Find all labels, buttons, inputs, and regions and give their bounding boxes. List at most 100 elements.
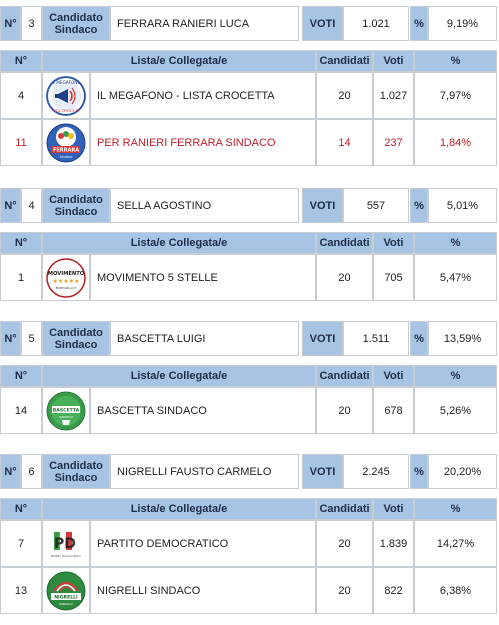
list-candidati: 14 bbox=[316, 119, 373, 166]
candidate-pct: 9,19% bbox=[428, 6, 497, 41]
candidate-pct: 5,01% bbox=[428, 188, 497, 223]
list-logo-cell: IL MEGAFONO LISTA CROCETTA bbox=[42, 72, 90, 119]
list-header-candidati: Candidati bbox=[316, 498, 373, 520]
list-header-num: N° bbox=[0, 50, 42, 72]
list-header-num: N° bbox=[0, 365, 42, 387]
list-name: NIGRELLI SINDACO bbox=[90, 567, 316, 614]
list-name: BASCETTA SINDACO bbox=[90, 387, 316, 434]
list-header-candidati: Candidati bbox=[316, 365, 373, 387]
list-pct: 7,97% bbox=[414, 72, 497, 119]
m5s-stars-icon: ★★★★★ bbox=[53, 278, 80, 285]
candidato-label-line2: Sindaco bbox=[54, 471, 98, 484]
candidato-label-line2: Sindaco bbox=[54, 205, 98, 218]
list-pct: 1,84% bbox=[414, 119, 497, 166]
ferrara-logo-sub: Sindaco bbox=[60, 155, 73, 159]
candidate-name: SELLA AGOSTINO bbox=[110, 188, 299, 223]
list-voti: 237 bbox=[373, 119, 414, 166]
list-header-voti: Voti bbox=[373, 365, 414, 387]
candidato-label-line2: Sindaco bbox=[54, 23, 98, 36]
num-header: N° bbox=[0, 454, 21, 489]
list-number: 7 bbox=[0, 520, 42, 567]
candidate-name: BASCETTA LUIGI bbox=[110, 321, 299, 356]
list-pct: 14,27% bbox=[414, 520, 497, 567]
list-logo-cell: BASCETTA SINDACO bbox=[42, 387, 90, 434]
m5s-logo-text: MOVIMENTO bbox=[48, 271, 85, 277]
list-header-voti: Voti bbox=[373, 232, 414, 254]
list-header-voti: Voti bbox=[373, 50, 414, 72]
candidato-label-line1: Candidato bbox=[49, 326, 103, 339]
nigrelli-logo-text: NIGRELLI bbox=[54, 594, 78, 600]
num-header: N° bbox=[0, 188, 21, 223]
list-name: PER RANIERI FERRARA SINDACO bbox=[90, 119, 316, 166]
list-pct: 6,38% bbox=[414, 567, 497, 614]
megafono-top-text: IL MEGAFONO bbox=[51, 80, 81, 85]
candidato-label-line1: Candidato bbox=[49, 11, 103, 24]
candidate-number: 6 bbox=[21, 454, 42, 489]
candidate-number: 4 bbox=[21, 188, 42, 223]
candidate-pct: 13,59% bbox=[428, 321, 497, 356]
candidate-number: 5 bbox=[21, 321, 42, 356]
list-candidati: 20 bbox=[316, 387, 373, 434]
bascetta-logo-sub: SINDACO bbox=[59, 415, 73, 419]
list-logo-cell: MOVIMENTO ★★★★★ BEPPEGRILLO.IT bbox=[42, 254, 90, 301]
candidato-sindaco-label: Candidato Sindaco bbox=[42, 6, 110, 41]
list-number: 4 bbox=[0, 72, 42, 119]
list-name: PARTITO DEMOCRATICO bbox=[90, 520, 316, 567]
m5s-logo: MOVIMENTO ★★★★★ BEPPEGRILLO.IT bbox=[46, 257, 86, 298]
list-number: 14 bbox=[0, 387, 42, 434]
list-header-pct: % bbox=[414, 50, 497, 72]
pct-label: % bbox=[410, 454, 428, 489]
list-header-lista: Lista/e Collegata/e bbox=[42, 498, 316, 520]
pct-label: % bbox=[410, 321, 428, 356]
list-header-pct: % bbox=[414, 365, 497, 387]
list-pct: 5,26% bbox=[414, 387, 497, 434]
list-voti: 822 bbox=[373, 567, 414, 614]
list-candidati: 20 bbox=[316, 72, 373, 119]
nigrelli-logo: NIGRELLI SINDACO bbox=[46, 571, 86, 610]
pct-label: % bbox=[410, 6, 428, 41]
candidate-votes: 2.245 bbox=[343, 454, 409, 489]
nigrelli-logo-sub: SINDACO bbox=[59, 602, 73, 606]
pd-logo-text: PD bbox=[54, 536, 76, 552]
num-header: N° bbox=[0, 6, 21, 41]
voti-label: VOTI bbox=[302, 454, 343, 489]
candidato-label-line2: Sindaco bbox=[54, 338, 98, 351]
num-header: N° bbox=[0, 321, 21, 356]
list-header-num: N° bbox=[0, 232, 42, 254]
candidato-sindaco-label: Candidato Sindaco bbox=[42, 454, 110, 489]
list-voti: 1.839 bbox=[373, 520, 414, 567]
list-header-num: N° bbox=[0, 498, 42, 520]
candidate-name: NIGRELLI FAUSTO CARMELO bbox=[110, 454, 299, 489]
list-header-pct: % bbox=[414, 232, 497, 254]
list-header-lista: Lista/e Collegata/e bbox=[42, 232, 316, 254]
list-header-pct: % bbox=[414, 498, 497, 520]
list-header-voti: Voti bbox=[373, 498, 414, 520]
list-candidati: 20 bbox=[316, 567, 373, 614]
ferrara-logo: FERRARA Sindaco bbox=[46, 123, 86, 162]
list-candidati: 20 bbox=[316, 254, 373, 301]
list-header-lista: Lista/e Collegata/e bbox=[42, 365, 316, 387]
pd-logo-sub: Partito Democratico bbox=[51, 554, 81, 558]
list-header-candidati: Candidati bbox=[316, 50, 373, 72]
list-voti: 678 bbox=[373, 387, 414, 434]
list-name: IL MEGAFONO - LISTA CROCETTA bbox=[90, 72, 316, 119]
candidato-label-line1: Candidato bbox=[49, 459, 103, 472]
m5s-logo-sub: BEPPEGRILLO.IT bbox=[56, 286, 77, 290]
list-logo-cell: NIGRELLI SINDACO bbox=[42, 567, 90, 614]
megafono-logo: IL MEGAFONO LISTA CROCETTA bbox=[46, 75, 86, 116]
pd-logo: PD Partito Democratico bbox=[47, 524, 85, 563]
candidate-name: FERRARA RANIERI LUCA bbox=[110, 6, 299, 41]
candidato-sindaco-label: Candidato Sindaco bbox=[42, 188, 110, 223]
candidate-pct: 20,20% bbox=[428, 454, 497, 489]
list-pct: 5,47% bbox=[414, 254, 497, 301]
list-logo-cell: PD Partito Democratico bbox=[42, 520, 90, 567]
list-header-lista: Lista/e Collegata/e bbox=[42, 50, 316, 72]
list-voti: 705 bbox=[373, 254, 414, 301]
voti-label: VOTI bbox=[302, 188, 343, 223]
voti-label: VOTI bbox=[302, 6, 343, 41]
candidate-votes: 557 bbox=[343, 188, 409, 223]
ferrara-logo-text: FERRARA bbox=[53, 147, 79, 153]
list-number: 13 bbox=[0, 567, 42, 614]
bascetta-logo-text: BASCETTA bbox=[53, 407, 80, 413]
voti-label: VOTI bbox=[302, 321, 343, 356]
